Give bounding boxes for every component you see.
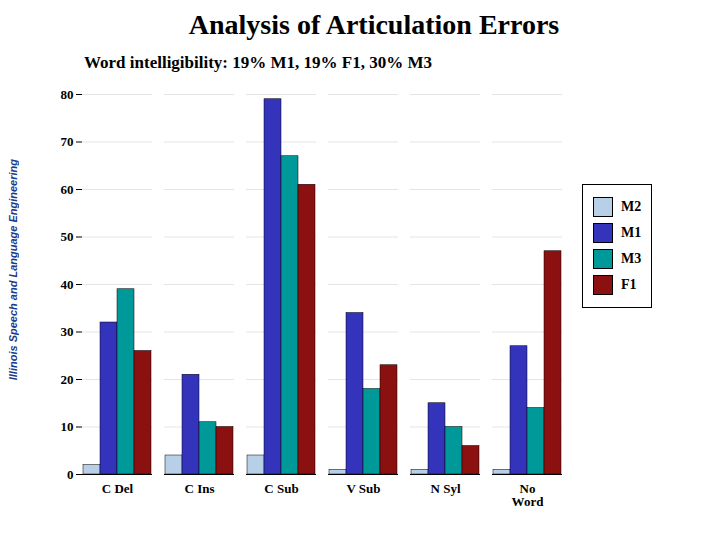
svg-text:80: 80 bbox=[61, 87, 74, 102]
svg-text:60: 60 bbox=[61, 182, 74, 197]
svg-text:20: 20 bbox=[61, 372, 74, 387]
html-text:F1: F1 bbox=[621, 277, 637, 292]
svg-text:0: 0 bbox=[67, 467, 74, 482]
svg-text:N Syl: N Syl bbox=[431, 481, 461, 496]
html-text:M1: M1 bbox=[621, 225, 642, 240]
html-text:Word intelligibility: 19% M1,: Word intelligibility: 19% M1, 19% F1, 30… bbox=[84, 53, 432, 72]
html-text:M2: M2 bbox=[621, 199, 642, 214]
svg-text:30: 30 bbox=[61, 324, 74, 339]
svg-text:40: 40 bbox=[61, 277, 74, 292]
svg-text:V Sub: V Sub bbox=[346, 481, 380, 496]
svg-text:C Del: C Del bbox=[102, 481, 134, 496]
svg-text:10: 10 bbox=[61, 419, 74, 434]
svg-text:50: 50 bbox=[61, 229, 74, 244]
html-text:M3: M3 bbox=[621, 251, 642, 266]
svg-text:70: 70 bbox=[61, 134, 74, 149]
svg-text:C Ins: C Ins bbox=[185, 481, 215, 496]
html-text:Illinois Speech and Language E: Illinois Speech and Language Engineering bbox=[7, 159, 19, 381]
html-text:Analysis of Articulation Error: Analysis of Articulation Errors bbox=[188, 9, 560, 40]
svg-text:NoWord: NoWord bbox=[512, 481, 545, 509]
svg-text:C Sub: C Sub bbox=[264, 481, 298, 496]
